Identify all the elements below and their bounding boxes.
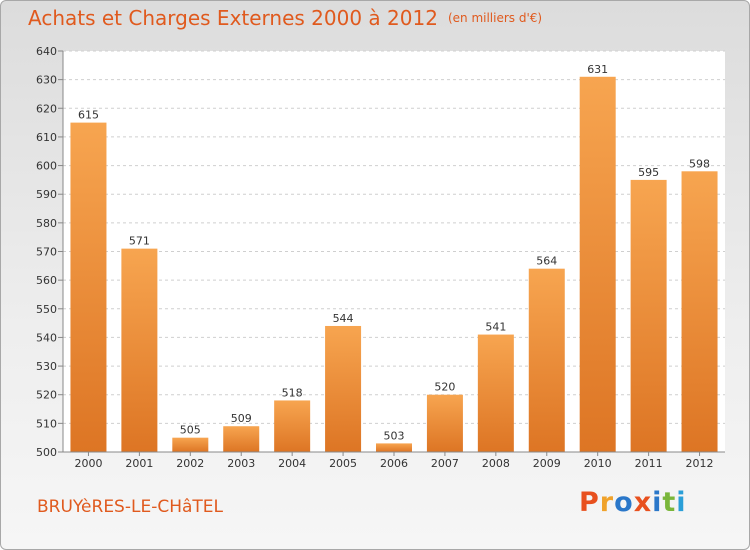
x-tick-label: 2010 [584, 457, 612, 470]
x-tick-label: 2012 [686, 457, 714, 470]
bar [70, 122, 107, 452]
x-axis: 2000 2001 2002 2003 2004 2005 2006 2007 2008 2009… [63, 451, 725, 470]
y-tick-label: 590 [36, 188, 57, 201]
x-tick-label: 2002 [176, 457, 204, 470]
bar [477, 334, 514, 452]
commune-name: BRUYèRES-LE-CHâTEL [37, 497, 223, 517]
bar [121, 248, 158, 452]
y-tick-label: 620 [36, 102, 57, 115]
logo-letter: t [662, 487, 677, 518]
proxiti-logo: Proxiti [579, 487, 687, 518]
logo-letter: P [579, 487, 600, 518]
logo-letter: i [676, 487, 687, 518]
logo-letter: i [652, 487, 663, 518]
y-tick-label: 580 [36, 217, 57, 230]
chart-title: Achats et Charges Externes 2000 à 2012 (e… [28, 6, 542, 30]
x-tick-label: 2008 [482, 457, 510, 470]
bar [426, 394, 463, 452]
bar [528, 268, 565, 452]
x-tick-label: 2004 [278, 457, 306, 470]
data-label: 541 [485, 321, 506, 334]
data-label: 615 [78, 109, 99, 122]
x-tick-label: 2000 [74, 457, 102, 470]
grid-lines [63, 50, 725, 453]
x-tick-label: 2005 [329, 457, 357, 470]
y-tick-label: 510 [36, 417, 57, 430]
logo-letter: o [614, 487, 634, 518]
data-label: 564 [536, 255, 557, 268]
bar [172, 437, 209, 452]
y-axis: 500 510 520 530 540 550 560 570 580 590 600 610 620 6… [36, 45, 64, 459]
y-tick-label: 500 [36, 446, 57, 459]
y-tick-label: 600 [36, 160, 57, 173]
y-tick-label: 550 [36, 303, 57, 316]
data-label: 505 [180, 424, 201, 437]
data-label: 598 [689, 157, 710, 170]
logo-letter: r [599, 487, 615, 518]
y-tick-label: 640 [36, 45, 57, 58]
bar [274, 400, 311, 452]
x-tick-label: 2006 [380, 457, 408, 470]
bar [681, 171, 718, 453]
y-tick-label: 530 [36, 360, 57, 373]
bar [376, 443, 412, 452]
data-label: 509 [231, 412, 252, 425]
y-tick-label: 540 [36, 331, 57, 344]
x-tick-label: 2001 [125, 457, 153, 470]
y-tick-label: 520 [36, 389, 57, 402]
x-tick-label: 2007 [431, 457, 459, 470]
data-label: 518 [282, 386, 303, 399]
y-tick-label: 610 [36, 131, 57, 144]
y-tick-label: 570 [36, 246, 57, 259]
data-label: 544 [333, 312, 354, 325]
x-tick-label: 2011 [635, 457, 663, 470]
data-label: 631 [587, 63, 608, 76]
bar [579, 76, 616, 453]
data-label: 503 [384, 429, 405, 442]
y-tick-label: 560 [36, 274, 57, 287]
data-label: 571 [129, 235, 150, 248]
data-label: 520 [434, 381, 455, 394]
bar [223, 426, 260, 452]
chart-title-text: Achats et Charges Externes 2000 à 2012 [28, 6, 438, 30]
x-tick-label: 2003 [227, 457, 255, 470]
logo-letter: x [633, 487, 653, 518]
bar [325, 325, 362, 452]
bars: 615 571 505 509 518 544 503 520 541 564 631 595 598 [70, 63, 718, 453]
y-tick-label: 630 [36, 74, 57, 87]
data-label: 595 [638, 166, 659, 179]
chart-unit: (en milliers d'€) [447, 11, 543, 25]
x-tick-label: 2009 [533, 457, 561, 470]
bar [630, 179, 667, 452]
